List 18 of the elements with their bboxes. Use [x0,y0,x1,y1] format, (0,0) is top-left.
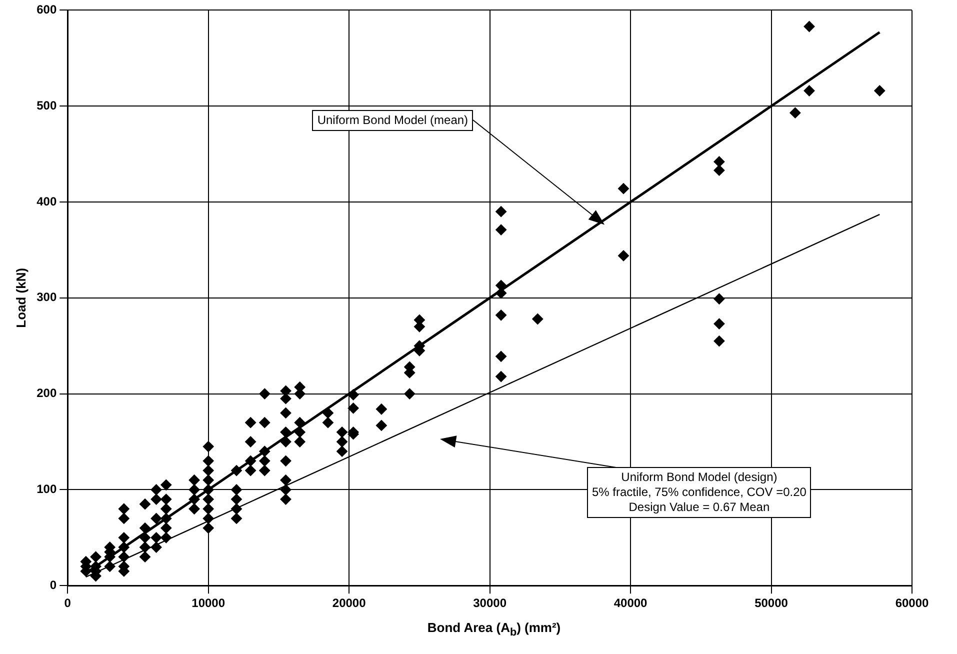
y-axis-title: Load (kN) [13,268,28,328]
annotation: Uniform Bond Model (mean) [312,110,474,131]
y-tick-label: 200 [36,386,57,400]
x-tick-label: 10000 [192,596,226,610]
x-tick-label: 0 [64,596,72,610]
y-tick-label: 600 [36,2,57,17]
x-tick-label: 20000 [332,596,366,610]
x-tick-label: 30000 [473,596,507,610]
y-tick-label: 100 [36,482,57,496]
x-tick-label: 50000 [754,596,788,610]
y-tick-label: 300 [36,290,57,304]
y-tick-label: 500 [36,98,57,112]
x-axis-title: Bond Area (A$_{b}$) (mm²) [426,620,562,639]
y-tick-label: 400 [36,194,57,208]
x-tick-label: 40000 [614,596,648,610]
y-tick-label: 0 [50,578,57,592]
x-tick-label: 60000 [895,596,930,610]
annotation: Uniform Bond Model (design) 5% fractile, 75% confidence, COV =0.20 Design Value = 0.67 Mean [586,467,812,518]
